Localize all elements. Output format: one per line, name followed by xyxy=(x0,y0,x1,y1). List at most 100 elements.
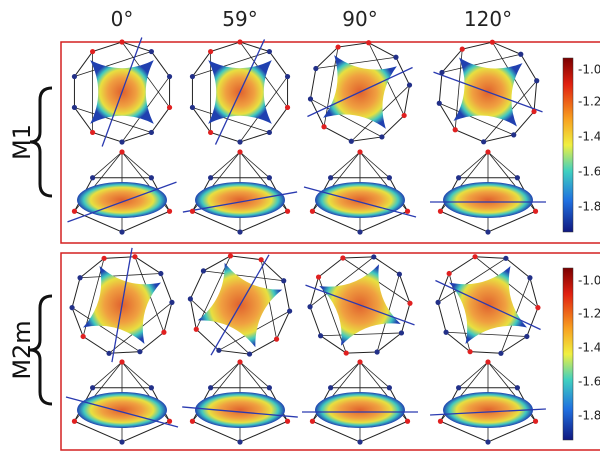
atom xyxy=(374,349,380,355)
axis-line xyxy=(101,37,143,147)
atom xyxy=(266,129,272,136)
atom xyxy=(407,300,413,306)
atom xyxy=(328,385,334,391)
cage-edge xyxy=(191,177,289,233)
axis-line xyxy=(67,181,177,223)
atom xyxy=(313,65,319,72)
atom xyxy=(132,254,138,260)
atom xyxy=(189,208,196,214)
axis-line xyxy=(182,406,298,418)
molecule-view xyxy=(65,359,179,445)
isosurface xyxy=(443,392,533,428)
atom xyxy=(137,349,143,355)
axis-line xyxy=(433,71,543,113)
atom xyxy=(187,296,193,302)
brace xyxy=(29,86,53,198)
atom xyxy=(498,350,504,356)
atom xyxy=(237,359,243,365)
atom xyxy=(379,134,385,140)
atom xyxy=(485,439,491,445)
molecule-view xyxy=(67,149,177,235)
atom xyxy=(216,347,222,353)
atom xyxy=(348,138,354,144)
atom xyxy=(148,129,154,136)
cage-edge xyxy=(121,361,152,389)
atom xyxy=(189,73,196,80)
cage-edge xyxy=(203,270,284,282)
axis-line xyxy=(435,279,541,331)
cage-edge xyxy=(121,151,152,179)
atom xyxy=(335,44,341,50)
molecule-view xyxy=(182,359,298,445)
colorbar-tick-label: -1.0 xyxy=(578,274,600,288)
axis-line xyxy=(307,66,413,118)
cage-edge xyxy=(311,177,409,233)
cage-edge xyxy=(310,98,383,138)
axis-line xyxy=(210,254,270,356)
cage-edge xyxy=(439,102,514,136)
colorbar xyxy=(562,57,574,233)
column-label: 0° xyxy=(111,7,134,31)
atom xyxy=(527,275,533,281)
atom xyxy=(481,139,487,145)
cage-edge xyxy=(73,387,171,443)
atom xyxy=(106,350,112,356)
atom xyxy=(456,385,462,391)
atom xyxy=(398,330,405,336)
atom xyxy=(200,268,207,274)
isosurface xyxy=(315,182,405,218)
cage-edge xyxy=(73,177,171,233)
colorbar-tick-label: -1.0 xyxy=(578,63,600,77)
axis-line xyxy=(305,284,415,326)
atom xyxy=(456,175,462,181)
atom xyxy=(90,129,96,136)
atom xyxy=(439,69,445,76)
colorbar-tick-label: -1.4 xyxy=(578,341,600,355)
atom xyxy=(158,270,164,277)
isosurface xyxy=(77,392,167,428)
atom xyxy=(119,439,125,445)
atom xyxy=(396,271,403,277)
atom xyxy=(357,149,363,155)
axis-line xyxy=(214,39,266,145)
atom xyxy=(436,100,442,106)
atom xyxy=(77,275,83,281)
atom xyxy=(90,385,96,391)
atom xyxy=(532,208,539,214)
cage-edge xyxy=(330,361,361,389)
atom xyxy=(284,208,291,214)
atom xyxy=(503,255,509,261)
column-label: 59° xyxy=(222,7,257,31)
cage-edge xyxy=(441,53,521,73)
atom xyxy=(148,385,154,391)
atom xyxy=(208,385,214,391)
molecule-view xyxy=(430,359,546,445)
cage-edge xyxy=(330,151,361,179)
colorbar xyxy=(562,267,574,441)
atom xyxy=(208,175,214,181)
colorbar-tick-label: -1.2 xyxy=(578,95,600,109)
atom xyxy=(90,175,96,181)
atom xyxy=(69,305,75,311)
molecule-view xyxy=(182,149,298,235)
cage-edge xyxy=(439,177,537,233)
atom xyxy=(148,48,154,55)
atom xyxy=(321,124,327,130)
atom xyxy=(401,112,407,119)
atom xyxy=(340,255,346,261)
column-label: 90° xyxy=(342,7,377,31)
atom xyxy=(266,175,272,181)
colorbar-tick-label: -1.6 xyxy=(578,375,600,389)
atom xyxy=(485,229,491,235)
atom xyxy=(472,254,478,260)
atom xyxy=(531,108,537,115)
atom xyxy=(514,175,520,181)
atom xyxy=(237,39,243,45)
atom xyxy=(90,48,96,55)
atom xyxy=(446,270,452,277)
atom xyxy=(485,149,491,155)
axis-line xyxy=(111,247,133,363)
colorbar-tick-label: -1.8 xyxy=(578,409,600,423)
atom xyxy=(273,336,280,342)
